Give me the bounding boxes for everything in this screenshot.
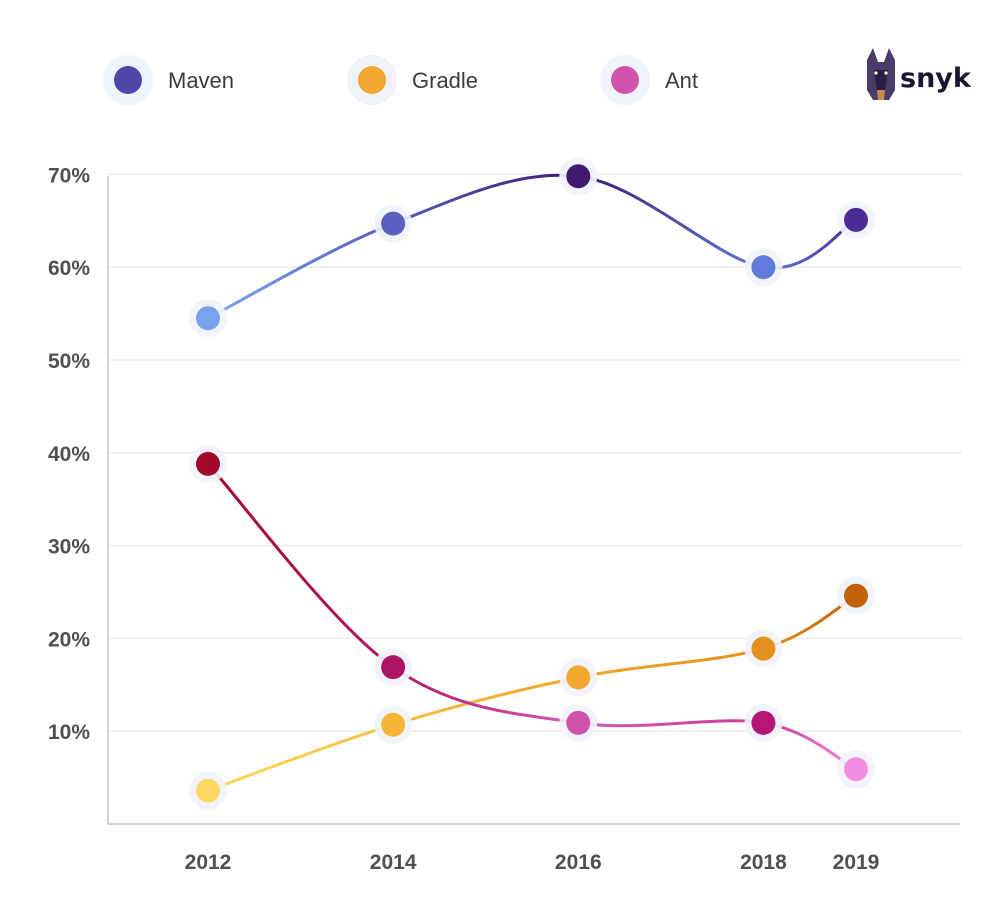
data-point-maven-2012[interactable] <box>196 306 220 331</box>
y-tick-label: 10% <box>48 721 90 744</box>
y-tick-label: 70% <box>48 164 90 187</box>
axes <box>107 176 960 825</box>
data-point-gradle-2014[interactable] <box>381 712 406 737</box>
legend-marker-gradle <box>358 66 386 94</box>
y-tick-label: 20% <box>48 628 90 651</box>
legend-label-maven: Maven <box>168 68 234 93</box>
legend: Maven Gradle Ant <box>103 55 698 105</box>
y-tick-label: 60% <box>48 257 90 280</box>
data-point-ant-2019[interactable] <box>844 757 868 782</box>
legend-marker-maven <box>114 66 142 94</box>
data-point-gradle-2012[interactable] <box>196 778 220 803</box>
legend-marker-ant <box>611 66 639 94</box>
x-tick-label: 2019 <box>833 851 880 874</box>
data-point-gradle-2016[interactable] <box>566 665 591 690</box>
y-tick-label: 50% <box>48 350 90 373</box>
doberman-icon <box>867 48 895 100</box>
data-point-maven-2016[interactable] <box>566 164 591 189</box>
data-point-ant-2014[interactable] <box>381 655 406 680</box>
data-point-ant-2018[interactable] <box>751 710 776 735</box>
legend-item-maven: Maven <box>103 55 234 105</box>
y-tick-label: 30% <box>48 536 90 559</box>
x-tick-label: 2012 <box>185 851 232 874</box>
data-point-gradle-2019[interactable] <box>844 583 868 608</box>
logo-wordmark: snyk <box>900 63 972 94</box>
data-point-maven-2018[interactable] <box>751 255 776 280</box>
x-tick-labels: 2012 2014 2016 2018 2019 <box>185 851 880 874</box>
legend-label-ant: Ant <box>665 68 698 93</box>
y-tick-label: 40% <box>48 443 90 466</box>
y-tick-labels: 10% 20% 30% 40% 50% 60% 70% <box>48 164 90 744</box>
gridlines <box>108 173 962 732</box>
legend-item-ant: Ant <box>600 55 698 105</box>
data-point-ant-2016[interactable] <box>566 710 591 735</box>
series-line-gradle <box>206 594 858 793</box>
series-line-maven <box>206 173 858 320</box>
data-point-gradle-2018[interactable] <box>751 636 776 661</box>
x-tick-label: 2014 <box>370 851 417 874</box>
snyk-logo: snyk <box>867 48 972 100</box>
data-point-maven-2014[interactable] <box>381 211 406 236</box>
legend-label-gradle: Gradle <box>412 68 478 93</box>
x-tick-label: 2016 <box>555 851 602 874</box>
legend-item-gradle: Gradle <box>347 55 478 105</box>
data-point-maven-2019[interactable] <box>844 207 868 232</box>
x-tick-label: 2018 <box>740 851 787 874</box>
data-point-ant-2012[interactable] <box>196 451 220 476</box>
series-points <box>189 157 875 810</box>
